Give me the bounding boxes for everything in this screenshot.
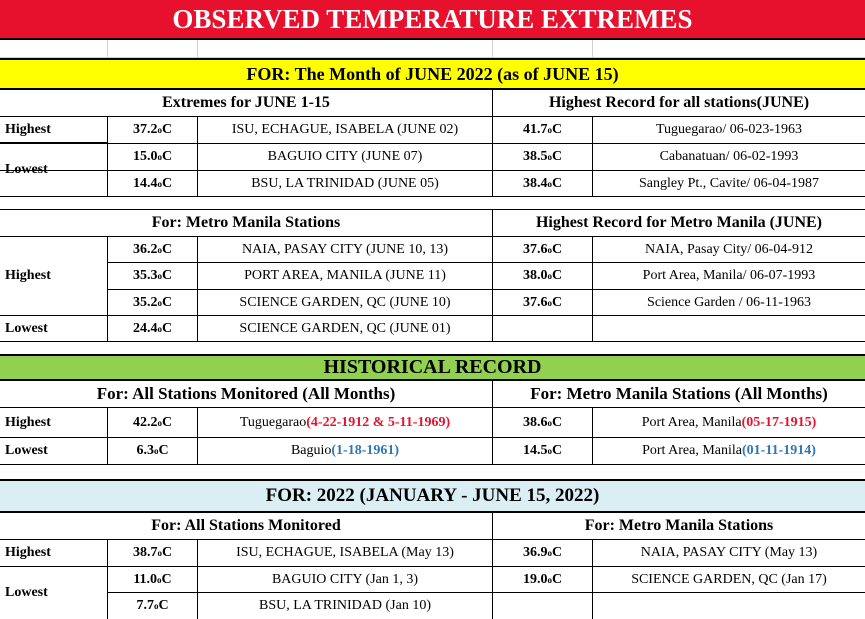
spacer-row: [0, 40, 865, 58]
historical-left-header: For: All Stations Monitored (All Months): [0, 381, 493, 407]
record-station: NAIA, Pasay City/ 06-04-912: [645, 241, 813, 257]
spacer-cell: [493, 40, 593, 57]
spacer-cell: [198, 40, 493, 57]
year-left-header: For: All Stations Monitored: [0, 513, 493, 539]
station-name: ISU, ECHAGUE, ISABELA (May 13): [198, 540, 493, 566]
page-title-bar: OBSERVED TEMPERATURE EXTREMES: [0, 0, 865, 40]
spacer-cell: [0, 40, 108, 57]
record-station: Tuguegarao/ 06-023-1963: [655, 122, 803, 137]
record-station: Port Area, Manila (05-17-1915): [641, 414, 817, 430]
record-value: 38.0 o C: [493, 263, 593, 289]
empty-cell: [493, 316, 593, 341]
section2-header: For: Metro Manila Stations Highest Recor…: [0, 210, 865, 237]
record-date: (4-22-1912 & 5-11-1969): [306, 414, 451, 430]
record-date: (05-17-1915): [741, 414, 817, 430]
record-station: Science Garden / 06-11-1963: [647, 294, 811, 310]
page-title: OBSERVED TEMPERATURE EXTREMES: [172, 3, 693, 34]
highest-label-block: Highest: [0, 237, 865, 316]
section1-left-header: Extremes for JUNE 1-15: [0, 90, 493, 116]
record-value: 41.7 o C: [493, 117, 593, 143]
highest-label: Highest: [0, 408, 108, 437]
spacer-row: [0, 465, 865, 479]
record-value: 37.6 o C: [493, 290, 593, 315]
station-name: ISU, ECHAGUE, ISABELA (JUNE 02): [198, 117, 493, 143]
empty-cell: [493, 593, 593, 619]
table-row: Highest 38.7 o C ISU, ECHAGUE, ISABELA (Ma…: [0, 540, 865, 567]
spacer-cell: [108, 40, 198, 57]
record-station: Port Area, Manila (01-11-1914): [642, 443, 816, 458]
temperature-value: 7.7 o C: [108, 593, 198, 619]
lowest-label-block: Lowest: [0, 567, 865, 619]
highest-label: Highest: [0, 237, 108, 316]
section1-right-header: Highest Record for all stations(JUNE): [548, 94, 810, 111]
historical-header: For: All Stations Monitored (All Months)…: [0, 381, 865, 408]
lowest-label: Lowest: [0, 316, 108, 341]
temperature-value: 38.7 o C: [108, 540, 198, 566]
station-name: Baguio (1-18-1961): [198, 438, 493, 464]
year-banner: FOR: 2022 (JANUARY - JUNE 15, 2022): [0, 479, 865, 513]
historical-right-header: For: Metro Manila Stations (All Months): [530, 384, 828, 403]
month-banner-text: FOR: The Month of JUNE 2022 (as of JUNE …: [246, 63, 619, 84]
record-value: 37.6 o C: [493, 237, 593, 262]
station-name: Tuguegarao (4-22-1912 & 5-11-1969): [198, 408, 493, 437]
month-banner: FOR: The Month of JUNE 2022 (as of JUNE …: [0, 58, 865, 90]
station-name: BAGUIO CITY (JUNE 07): [198, 144, 493, 170]
section2-left-header: For: Metro Manila Stations: [0, 210, 493, 236]
station-name: BAGUIO CITY (Jan 1, 3): [198, 567, 493, 592]
spacer-row: [0, 342, 865, 354]
year-right-header: For: Metro Manila Stations: [584, 517, 774, 534]
record-value: 38.5 o C: [493, 144, 593, 170]
temperature-value: 15.0 o C: [108, 144, 198, 170]
record-station: NAIA, PASAY CITY (May 13): [640, 545, 818, 560]
historical-banner-text: HISTORICAL RECORD: [323, 356, 542, 378]
spacer-row: [0, 197, 865, 210]
record-value: 38.4 o C: [493, 171, 593, 196]
year-banner-text: FOR: 2022 (JANUARY - JUNE 15, 2022): [265, 485, 600, 506]
table-row: 15.0 o C BAGUIO CITY (JUNE 07) 38.5 o C Caba…: [0, 144, 865, 171]
temperature-value: 14.4 o C: [108, 171, 198, 196]
table-row: Highest 37.2 o C ISU, ECHAGUE, ISABELA (JU…: [0, 117, 865, 144]
record-date: (01-11-1914): [742, 443, 816, 458]
section1-header: Extremes for JUNE 1-15 Highest Record fo…: [0, 90, 865, 117]
record-station: Cabanatuan/ 06-02-1993: [659, 149, 799, 164]
temperature-value: 37.2 o C: [108, 117, 198, 143]
section2-right-header: Highest Record for Metro Manila (JUNE): [535, 214, 822, 231]
station-name: NAIA, PASAY CITY (JUNE 10, 13): [198, 237, 493, 262]
temperature-value: 11.0 o C: [108, 567, 198, 592]
historical-banner: HISTORICAL RECORD: [0, 354, 865, 381]
record-station: Port Area, Manila/ 06-07-1993: [642, 268, 816, 283]
station-name: SCIENCE GARDEN, QC (JUNE 10): [198, 290, 493, 315]
highest-label: Highest: [0, 540, 108, 566]
station-name: BSU, LA TRINIDAD (JUNE 05): [198, 171, 493, 196]
record-station: SCIENCE GARDEN, QC (Jan 17): [631, 571, 827, 587]
table-row: 7.7 o C BSU, LA TRINIDAD (Jan 10): [108, 593, 865, 619]
lowest-label: Lowest: [0, 438, 108, 464]
table-row: 14.4 o C BSU, LA TRINIDAD (JUNE 05) 38.4 o C…: [108, 171, 865, 197]
lowest-label: Lowest: [0, 567, 108, 619]
station-name: SCIENCE GARDEN, QC (JUNE 01): [198, 316, 493, 341]
record-station: Sangley Pt., Cavite/ 06-04-1987: [638, 175, 820, 191]
highest-label: Highest: [0, 117, 108, 143]
record-date: (1-18-1961): [331, 443, 400, 458]
year-header: For: All Stations Monitored For: Metro M…: [0, 513, 865, 540]
station-name: BSU, LA TRINIDAD (Jan 10): [198, 593, 493, 619]
station-name: PORT AREA, MANILA (JUNE 11): [198, 263, 493, 289]
